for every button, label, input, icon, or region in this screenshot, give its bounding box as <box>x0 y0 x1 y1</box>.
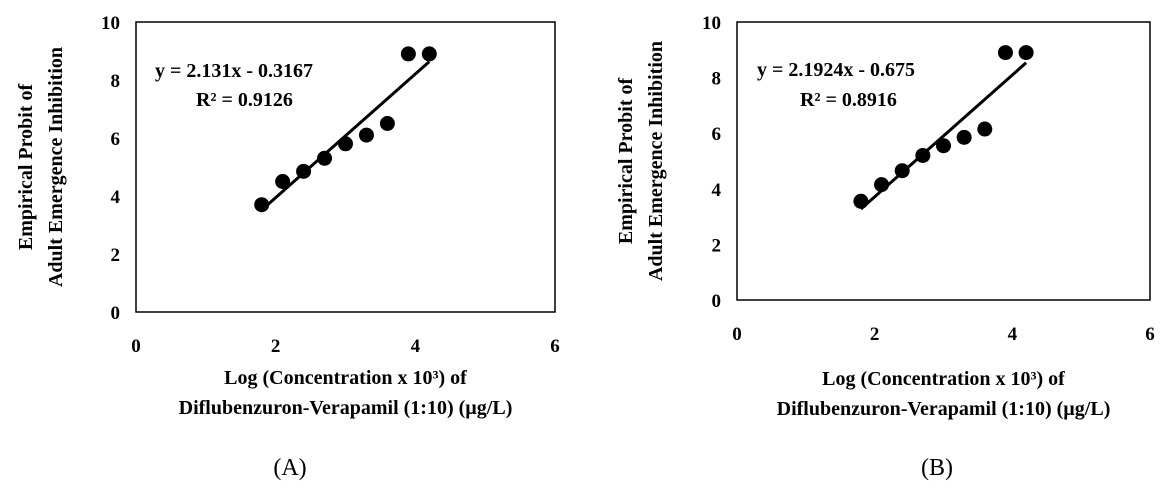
data-point <box>997 45 1013 61</box>
data-points <box>853 45 1034 209</box>
data-point <box>358 127 374 143</box>
data-point <box>915 147 931 163</box>
x-axis-title-line1: Log (Concentration x 10³) of <box>822 368 1065 390</box>
x-axis-title-line2: Diflubenzuron-Verapamil (1:10) (µg/L) <box>179 397 513 419</box>
y-tick-label: 2 <box>111 245 121 266</box>
data-point <box>956 129 972 145</box>
data-point <box>400 46 416 62</box>
data-point <box>853 193 869 209</box>
y-tick-label: 6 <box>712 124 722 145</box>
y-axis-title-line2: Adult Emergence Inhibition <box>645 41 667 281</box>
r-squared-label: R² = 0.9126 <box>196 89 293 111</box>
y-axis-title-line2: Adult Emergence Inhibition <box>45 47 67 287</box>
x-tick-label: 6 <box>550 336 560 357</box>
plot-area-frame <box>736 21 1151 301</box>
trendline <box>260 60 431 212</box>
regression-equation: y = 2.1924x - 0.675 <box>757 59 915 81</box>
data-point <box>317 150 333 166</box>
y-axis-ticks: 0 2 4 6 8 10 <box>101 13 121 324</box>
y-tick-label: 6 <box>111 129 121 150</box>
data-point <box>338 136 353 152</box>
r-squared-label: R² = 0.8916 <box>800 89 897 111</box>
regression-equation: y = 2.131x - 0.3167 <box>155 60 313 82</box>
data-point <box>296 163 312 179</box>
y-tick-label: 8 <box>712 69 722 90</box>
x-tick-label: 0 <box>131 336 141 357</box>
x-tick-label: 6 <box>1145 324 1155 345</box>
y-tick-label: 10 <box>702 13 721 34</box>
panel-label: (B) <box>921 455 953 481</box>
y-axis-title-line1: Empirical Probit of <box>615 78 637 245</box>
chart-panel-b: 0 2 4 6 8 10 0 2 4 6 y = 2.1924x - 0.675 R² = 0.… <box>615 13 1155 481</box>
y-axis-title-line1: Empirical Probit of <box>15 84 37 251</box>
x-axis-title-line2: Diflubenzuron-Verapamil (1:10) (µg/L) <box>777 398 1111 420</box>
data-point <box>254 197 270 213</box>
y-tick-label: 4 <box>712 180 722 201</box>
y-tick-label: 2 <box>712 235 722 256</box>
data-point <box>894 163 910 179</box>
data-point <box>977 121 993 137</box>
x-axis-title-line1: Log (Concentration x 10³) of <box>224 367 467 389</box>
y-tick-label: 0 <box>111 303 121 324</box>
data-point <box>1018 45 1034 61</box>
x-tick-label: 2 <box>271 336 281 357</box>
data-point <box>936 138 951 154</box>
chart-panel-a: 0 2 4 6 8 10 0 2 4 6 y = 2.131x - 0.3167 R² = 0.… <box>15 13 560 481</box>
data-point <box>874 177 890 193</box>
y-tick-label: 8 <box>111 71 121 92</box>
y-tick-label: 0 <box>712 291 722 312</box>
data-points <box>254 46 437 213</box>
panel-label: (A) <box>273 455 306 481</box>
y-axis-ticks: 0 2 4 6 8 10 <box>702 13 722 312</box>
y-tick-label: 4 <box>111 187 121 208</box>
data-point <box>379 116 395 131</box>
x-tick-label: 4 <box>1008 324 1018 345</box>
x-axis-ticks: 0 2 4 6 <box>131 336 560 357</box>
x-tick-label: 4 <box>411 336 421 357</box>
plot-area-frame <box>135 21 556 313</box>
data-point <box>275 174 291 189</box>
data-point <box>421 46 437 62</box>
x-axis-ticks: 0 2 4 6 <box>732 324 1155 345</box>
y-tick-label: 10 <box>101 13 120 34</box>
x-tick-label: 0 <box>732 324 742 345</box>
x-tick-label: 2 <box>870 324 880 345</box>
